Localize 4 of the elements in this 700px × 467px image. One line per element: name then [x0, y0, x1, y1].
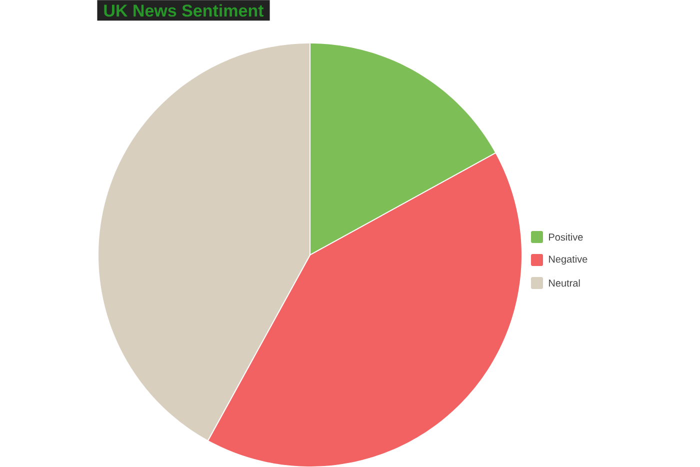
legend-label: Negative — [549, 255, 588, 265]
chart-title: UK News Sentiment — [104, 4, 264, 17]
legend-label: Positive — [549, 233, 583, 241]
legend-label: Neutral — [549, 279, 580, 287]
